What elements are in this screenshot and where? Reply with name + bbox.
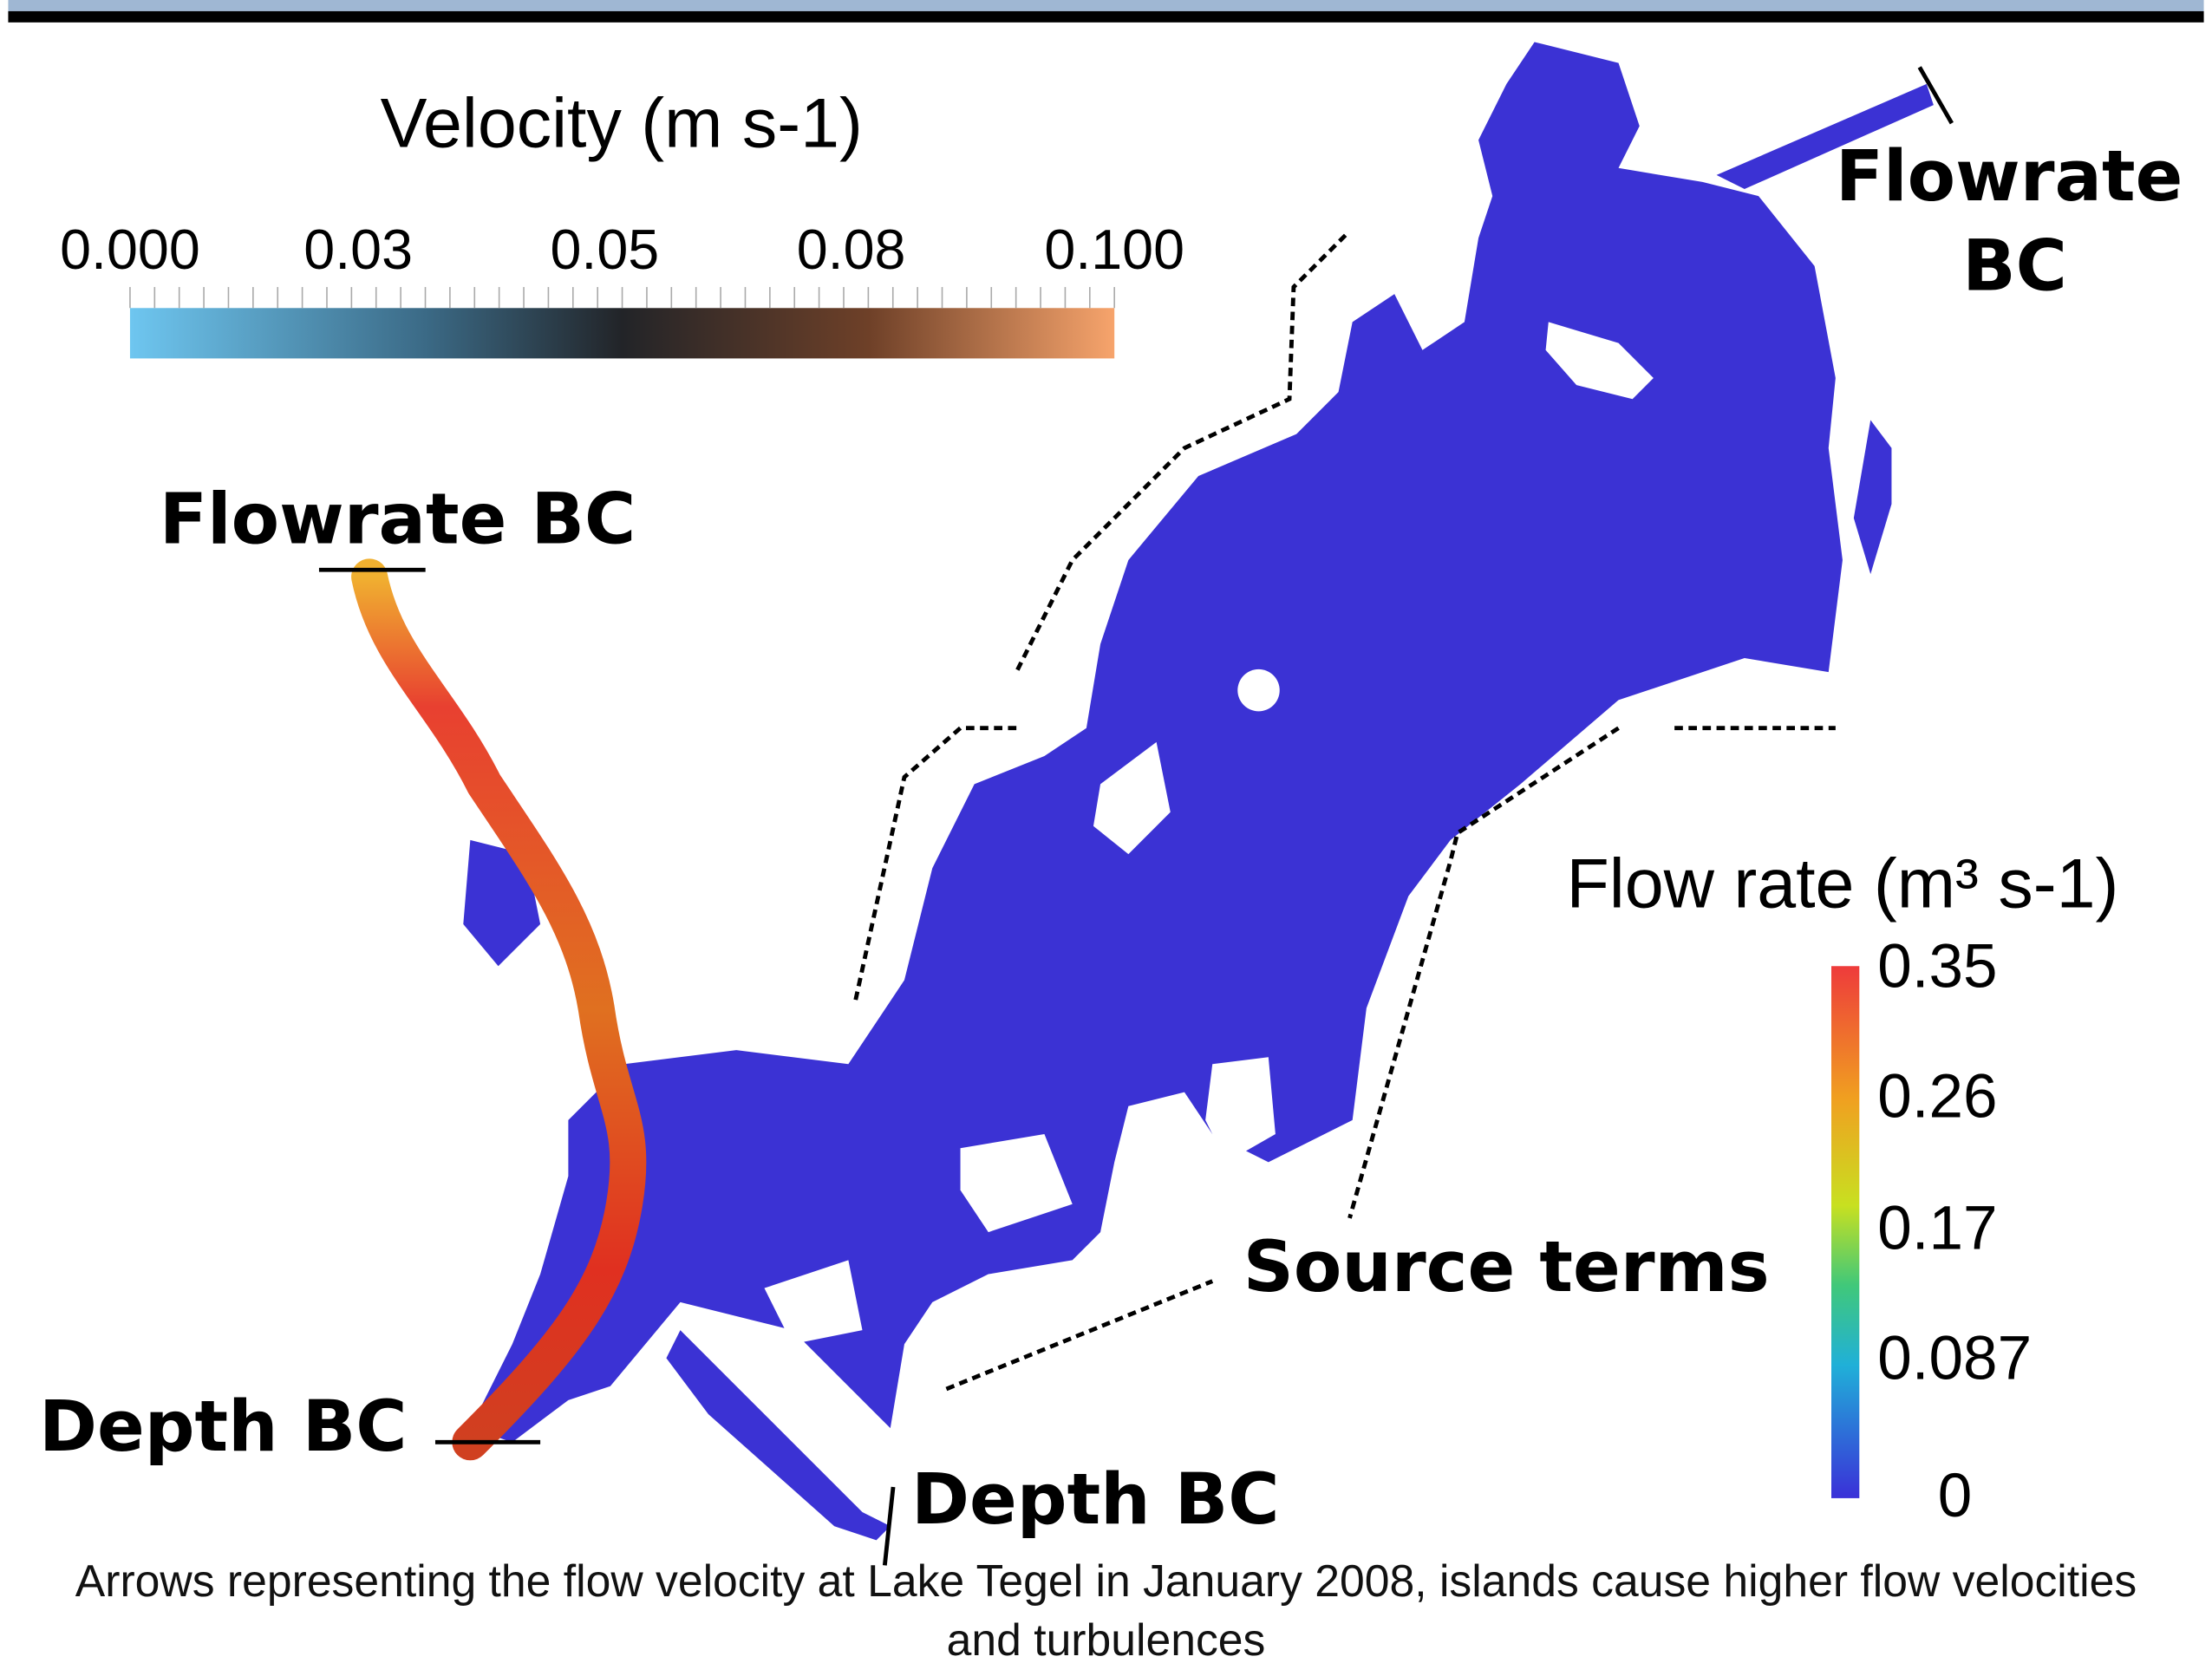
tick-label: 0.100 <box>1044 218 1184 281</box>
figure: Velocity (m s-1) 0.000 0.03 0.05 0.08 0.… <box>0 0 2212 1676</box>
tick-label: 0.17 <box>1877 1194 1997 1262</box>
annotation: Depth BC <box>911 1459 1280 1541</box>
tick-label: 0 <box>1938 1462 1973 1530</box>
flow-title: Flow rate (m³ s-1) <box>1566 845 2118 923</box>
annotation: Source terms <box>1243 1227 1770 1308</box>
page: {"velocity_bar":{"title":"Velocity (m s-… <box>0 0 2212 1676</box>
velocity-ticks: 0.000 0.03 0.05 0.08 0.100 <box>60 218 1184 281</box>
tick-label: 0.03 <box>303 218 413 281</box>
annotation: Depth BC <box>39 1386 408 1468</box>
velocity-colorbar <box>130 308 1114 358</box>
caption: Arrows representing the flow velocity at… <box>36 1551 2176 1669</box>
tick-label: 0.000 <box>60 218 200 281</box>
velocity-minor-ticks <box>130 287 1114 308</box>
flow-colorbar <box>1831 966 1859 1498</box>
top-border <box>8 11 2203 23</box>
tick-label: 0.35 <box>1877 932 1997 1001</box>
caption-box: Arrows representing the flow velocity at… <box>36 1551 2176 1676</box>
tick-label: 0.08 <box>797 218 906 281</box>
lake <box>463 42 1934 1540</box>
flow-ticks: 0.35 0.26 0.17 0.087 0 <box>1877 932 2032 1529</box>
tick-label: 0.05 <box>551 218 660 281</box>
velocity-title: Velocity (m s-1) <box>381 85 863 163</box>
tick-label: 0.26 <box>1877 1063 1997 1131</box>
top-strip <box>8 0 2203 11</box>
river <box>369 577 628 1442</box>
tick-label: 0.087 <box>1877 1325 2032 1393</box>
annotation: Flowrate BC <box>160 479 636 561</box>
